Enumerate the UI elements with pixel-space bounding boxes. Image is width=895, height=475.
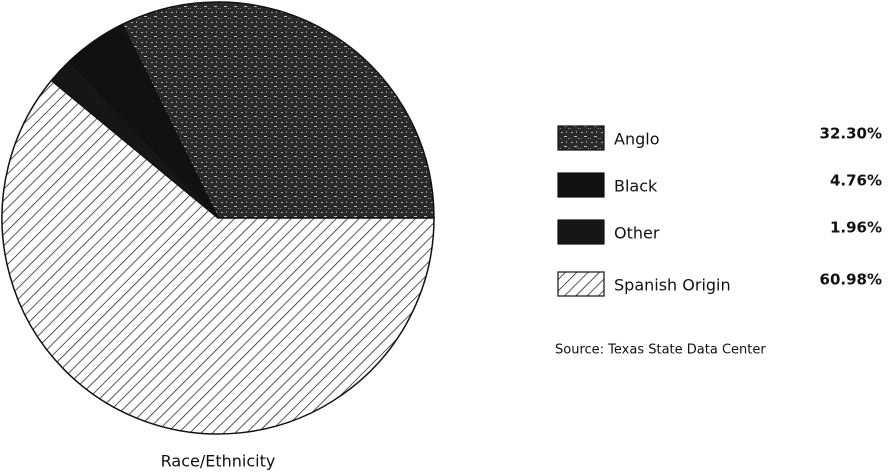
source-note: Source: Texas State Data Center [555,343,766,358]
legend-label: Other [614,224,660,243]
chart-title: Race/Ethnicity [161,452,276,471]
legend-swatch [557,219,605,245]
value-label: 32.30% [820,125,882,143]
legend: Anglo 32.30% Black 4.76% Other 1.96% Spanish O… [557,125,882,297]
legend-swatch [557,125,605,151]
value-label: 60.98% [820,271,882,289]
value-label: 1.96% [830,219,882,237]
pie-slice [1,79,435,435]
legend-swatch [557,172,605,198]
legend-label: Anglo [614,130,659,149]
legend-label: Black [614,177,658,196]
pie [1,1,435,435]
legend-label: Spanish Origin [614,276,731,295]
value-label: 4.76% [830,172,882,190]
legend-swatch [557,271,605,297]
pie-slice [121,1,435,219]
